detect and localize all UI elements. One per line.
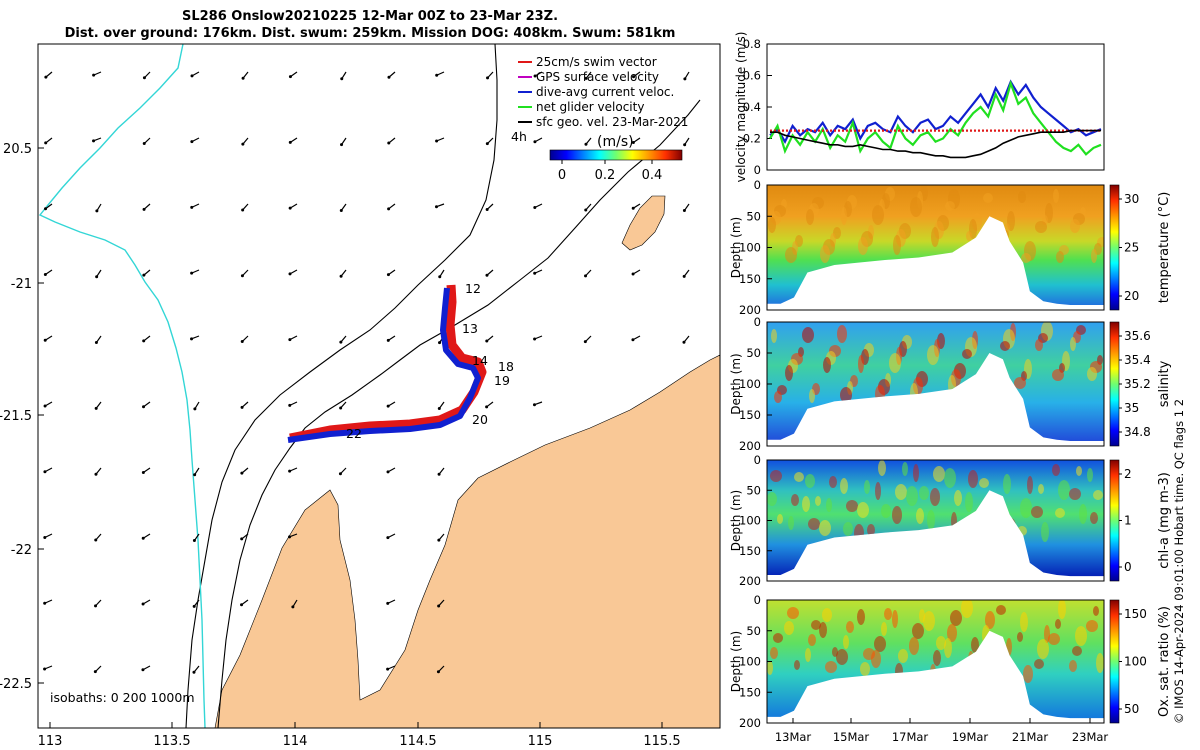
- map-xtick-label: 115: [528, 734, 553, 749]
- credit-text: © IMOS 14-Apr-2024 09:01:00 Hobart time.…: [1172, 398, 1186, 724]
- map-xtick-label: 114: [283, 734, 308, 749]
- colorbar-tick: 0.4: [642, 168, 663, 183]
- surface-velocity-arrows: [43, 71, 690, 674]
- day-label: 20: [472, 412, 488, 427]
- legend-entry: sfc geo. vel. 23-Mar-2021: [536, 115, 688, 129]
- title-line-1: SL286 Onslow20210225 12-Mar 00Z to 23-Ma…: [181, 9, 559, 24]
- title-line-2: Dist. over ground: 176km. Dist. swum: 25…: [64, 26, 676, 41]
- map-ytick-label: -21: [11, 277, 32, 292]
- colorbar-unit: (m/s): [597, 134, 634, 150]
- legend-entry: net glider velocity: [536, 100, 644, 114]
- legend-entry: GPS surface velocity: [536, 70, 659, 84]
- map-ytick-label: -21.5: [0, 409, 32, 424]
- day-label: 19: [494, 373, 510, 388]
- land-island: [621, 195, 666, 251]
- map-xtick-label: 114.5: [399, 734, 436, 749]
- map-colorbar: 0 0.2 0.4: [549, 149, 683, 183]
- land-peninsula: [214, 354, 720, 728]
- map-ytick-label: -22: [11, 543, 32, 558]
- isobath-200: [217, 99, 701, 728]
- day-label: 14: [472, 353, 488, 368]
- glider-track: [287, 287, 481, 443]
- map-ytick-label: -22.5: [0, 677, 32, 692]
- isobath-0-coast: [38, 44, 206, 728]
- legend-entry: dive-avg current veloc.: [536, 85, 674, 99]
- isobaths-label: isobaths: 0 200 1000m: [50, 690, 195, 705]
- map-ytick-label: 20.5: [3, 142, 32, 157]
- isobath-1000: [185, 44, 498, 728]
- day-label: 22: [346, 426, 362, 441]
- map-xtick-label: 113: [38, 734, 63, 749]
- colorbar-tick: 0: [558, 168, 566, 183]
- day-label: 18: [498, 359, 514, 374]
- map-axis-ticks: 113 113.5 114 114.5 115 115.5 20.5 -21 -21.5 -22 -…: [0, 142, 681, 749]
- map-xtick-label: 113.5: [153, 734, 190, 749]
- legend-extra-4h: 4h: [511, 129, 527, 144]
- colorbar-tick: 0.2: [595, 168, 616, 183]
- day-label: 13: [462, 321, 478, 336]
- legend-entry: 25cm/s swim vector: [536, 55, 657, 69]
- map-xtick-label: 115.5: [643, 734, 680, 749]
- day-label: 12: [465, 281, 481, 296]
- map-frame: [37, 43, 721, 729]
